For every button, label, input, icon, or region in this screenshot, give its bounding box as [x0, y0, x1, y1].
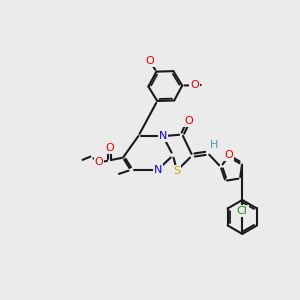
Text: N: N: [153, 165, 162, 175]
Text: O: O: [190, 80, 199, 90]
Text: O: O: [184, 116, 193, 127]
Text: O: O: [94, 158, 103, 167]
Text: N: N: [159, 131, 167, 141]
Text: O: O: [146, 56, 154, 66]
Text: O: O: [105, 143, 114, 153]
Text: H: H: [210, 140, 218, 150]
Text: Cl: Cl: [237, 206, 248, 216]
Text: O: O: [225, 150, 234, 160]
Text: S: S: [173, 166, 180, 176]
